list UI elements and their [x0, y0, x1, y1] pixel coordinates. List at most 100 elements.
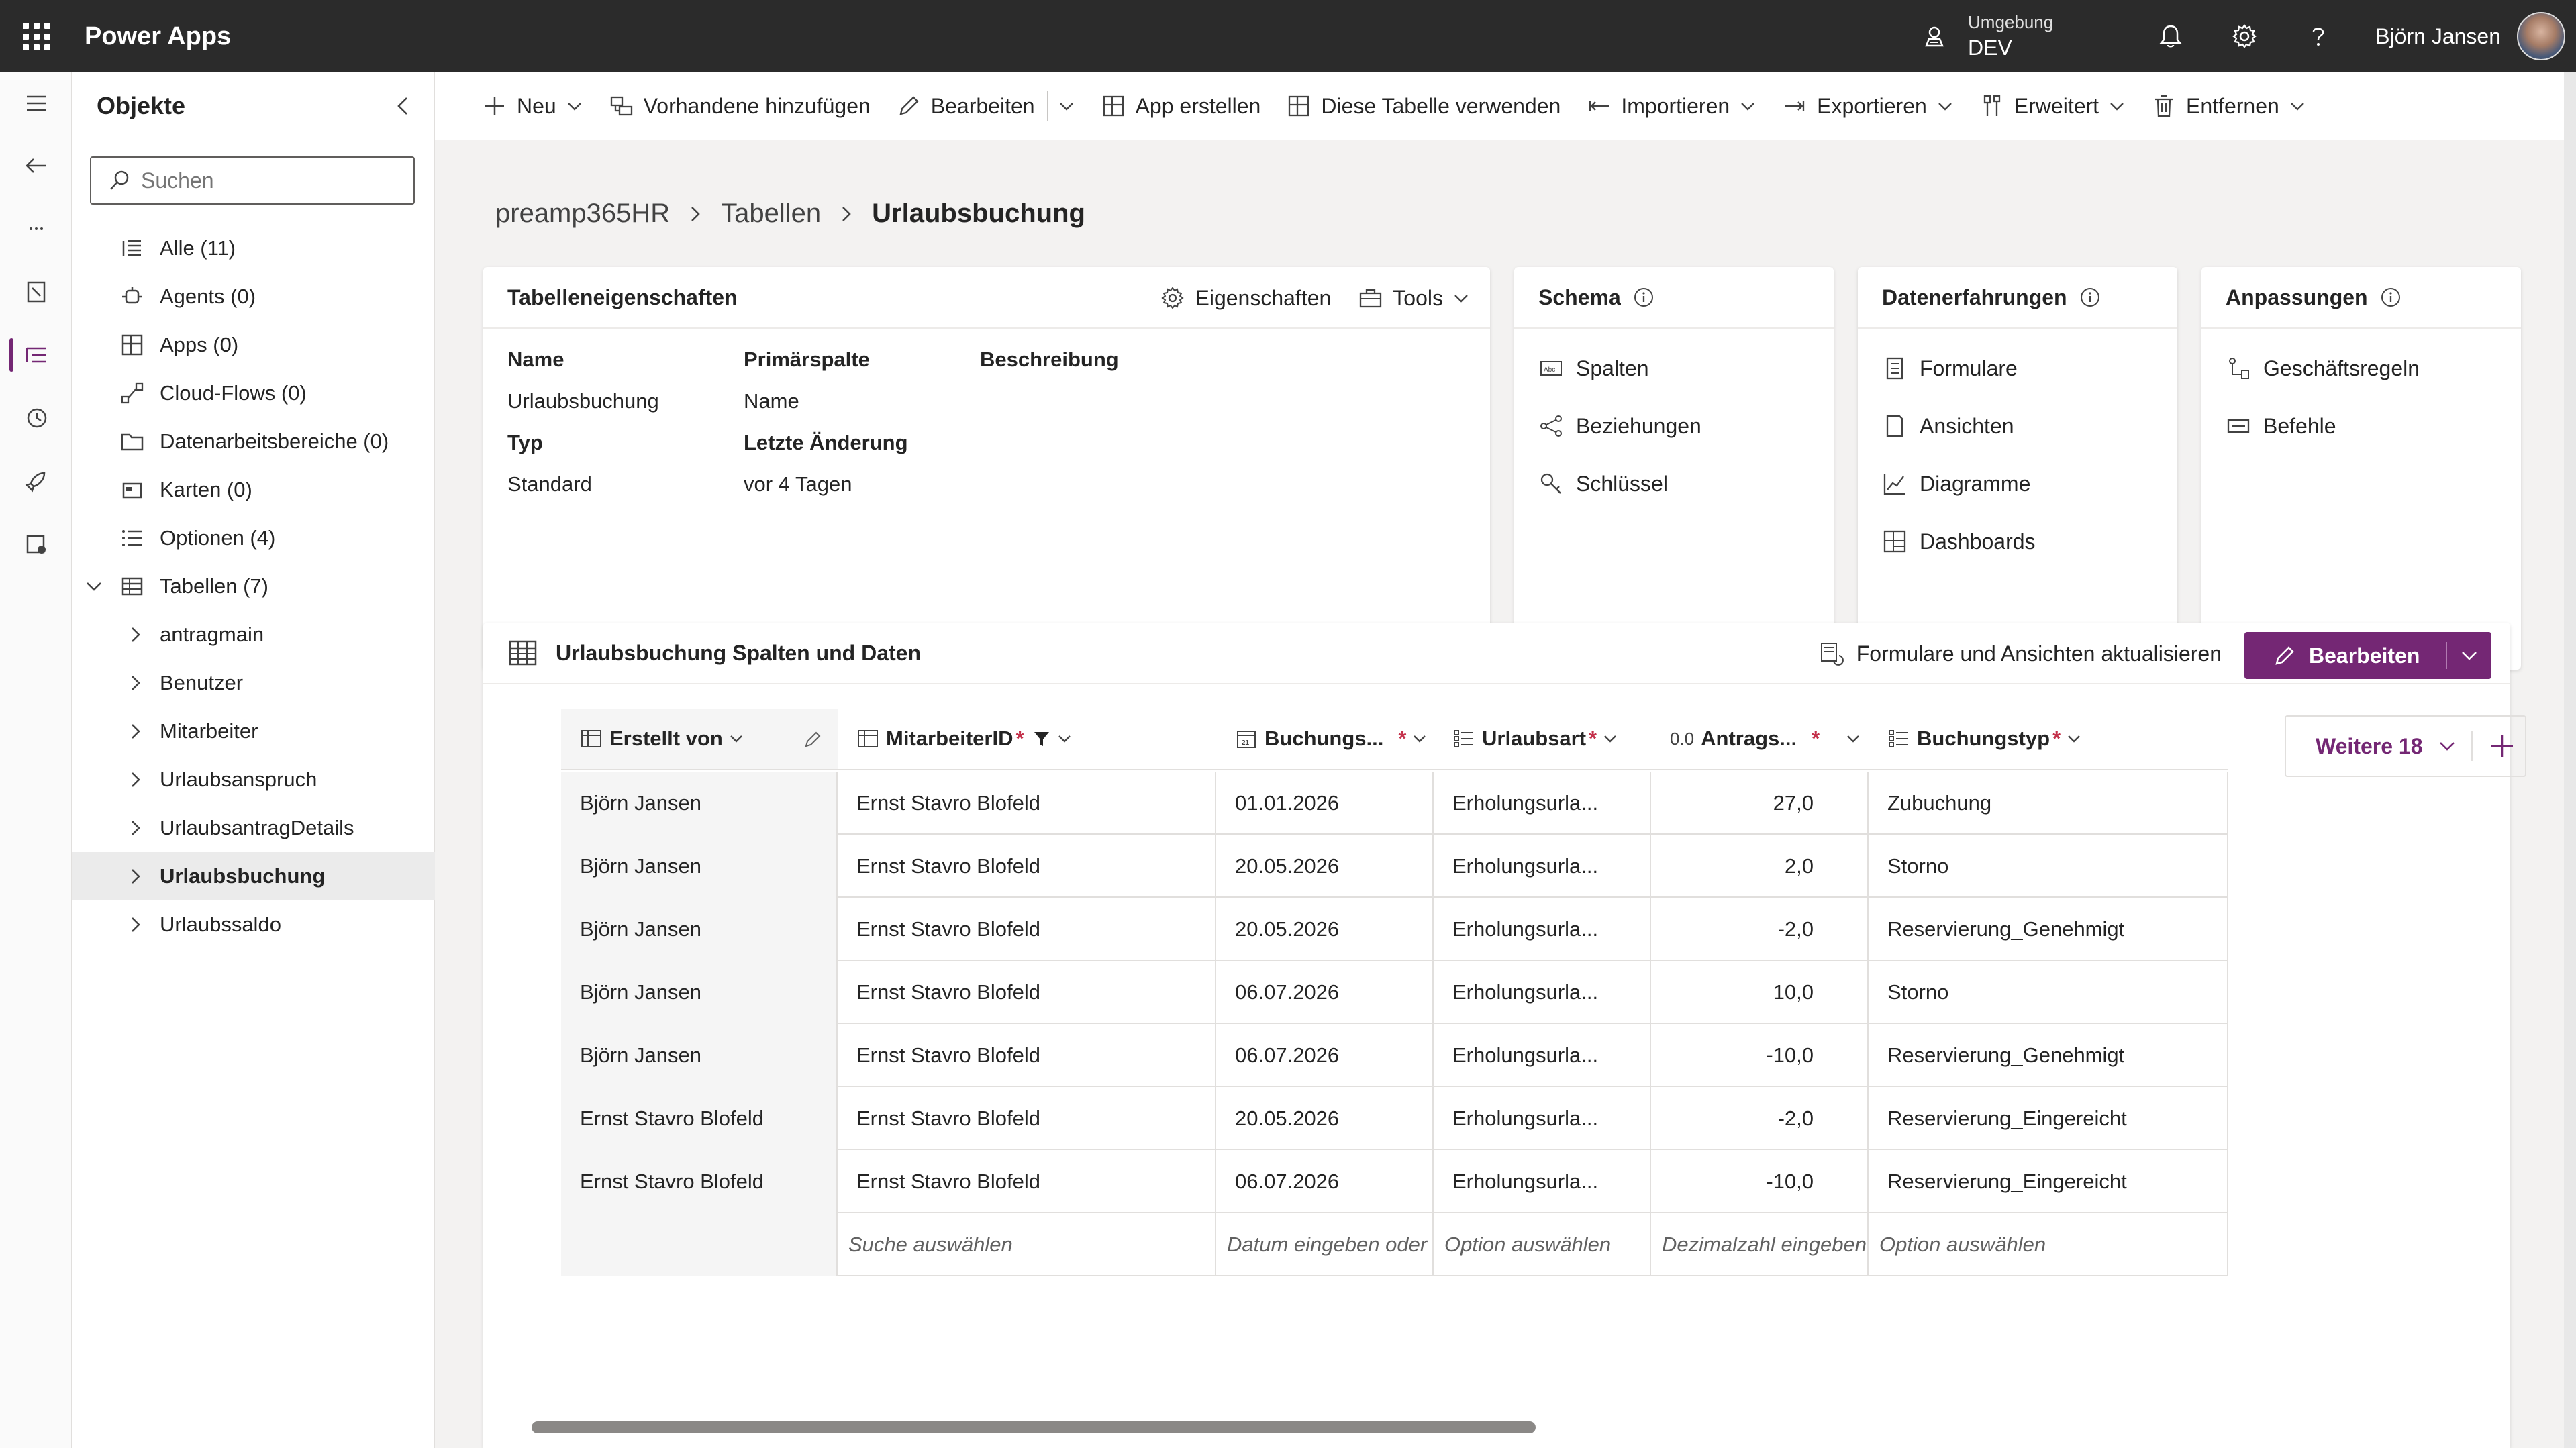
notifications-button[interactable]: [2134, 0, 2208, 72]
refresh-forms-views-button[interactable]: Formulare und Ansichten aktualisieren: [1819, 623, 2222, 684]
cell-booking-type[interactable]: Reservierung_Genehmigt: [1869, 1024, 2228, 1087]
table-item-mitarbeiter[interactable]: Mitarbeiter: [72, 707, 435, 756]
tools-button[interactable]: Tools: [1358, 285, 1470, 311]
edit-dropdown-button[interactable]: [1058, 72, 1075, 140]
breadcrumb-tables[interactable]: Tabellen: [721, 199, 822, 228]
new-row-input[interactable]: Option auswählen: [1434, 1213, 1651, 1276]
remove-button[interactable]: Entfernen: [2151, 72, 2306, 140]
column-header-employee-id[interactable]: MitarbeiterID *: [838, 709, 1216, 770]
rail-item-deploy[interactable]: [0, 450, 72, 513]
rail-item-dataverse[interactable]: [0, 260, 72, 323]
cell-created-by[interactable]: Björn Jansen: [561, 1024, 838, 1087]
new-record-row[interactable]: Suche auswählen Datum eingeben oder Option…: [561, 1213, 2228, 1276]
cell-booking-date[interactable]: 01.01.2026: [1216, 772, 1434, 835]
table-row[interactable]: Björn Jansen Ernst Stavro Blofeld 06.07.20…: [561, 961, 2228, 1024]
cell-leave-type[interactable]: Erholungsurla...: [1434, 1024, 1651, 1087]
chevron-right-icon[interactable]: [126, 915, 145, 934]
object-item-agents[interactable]: Agents (0): [72, 272, 435, 321]
cell-request-amount[interactable]: 2,0: [1651, 835, 1869, 898]
more-columns-button[interactable]: Weitere 18: [2285, 715, 2526, 777]
new-row-input[interactable]: Option auswählen: [1869, 1213, 2228, 1276]
keys-link[interactable]: Schlüssel: [1514, 455, 1834, 513]
edit-command-button[interactable]: Bearbeiten: [896, 72, 1035, 140]
charts-link[interactable]: Diagramme: [1858, 455, 2177, 513]
filter-icon[interactable]: [1032, 729, 1051, 748]
chevron-right-icon[interactable]: [126, 674, 145, 692]
column-header-request-amount[interactable]: 0.0 Antrags... *: [1651, 709, 1869, 770]
cell-employee[interactable]: Ernst Stavro Blofeld: [838, 1087, 1216, 1150]
business-rules-link[interactable]: Geschäftsregeln: [2201, 340, 2521, 397]
cell-request-amount[interactable]: -2,0: [1651, 898, 1869, 961]
object-item-cards[interactable]: Karten (0): [72, 466, 435, 514]
chevron-right-icon[interactable]: [126, 819, 145, 837]
table-item-antragmain[interactable]: antragmain: [72, 611, 435, 659]
import-button[interactable]: Importieren: [1586, 72, 1756, 140]
edit-column-icon[interactable]: [803, 729, 823, 749]
search-input[interactable]: [141, 168, 396, 193]
chevron-down-icon[interactable]: [85, 577, 103, 596]
forms-link[interactable]: Formulare: [1858, 340, 2177, 397]
table-row[interactable]: Björn Jansen Ernst Stavro Blofeld 01.01.20…: [561, 772, 2228, 835]
cell-leave-type[interactable]: Erholungsurla...: [1434, 898, 1651, 961]
column-header-booking-type[interactable]: Buchungstyp *: [1869, 709, 2228, 770]
avatar[interactable]: [2517, 12, 2565, 60]
cell-request-amount[interactable]: -2,0: [1651, 1087, 1869, 1150]
add-existing-button[interactable]: Vorhandene hinzufügen: [609, 72, 871, 140]
edit-dropdown-toggle[interactable]: [2447, 632, 2491, 679]
rail-item-objects[interactable]: [0, 323, 72, 386]
relationships-link[interactable]: Beziehungen: [1514, 397, 1834, 455]
help-button[interactable]: [2281, 0, 2355, 72]
cell-booking-date[interactable]: 06.07.2026: [1216, 1150, 1434, 1213]
object-item-all[interactable]: Alle (11): [72, 224, 435, 272]
chevron-right-icon[interactable]: [126, 770, 145, 789]
environment-picker[interactable]: Umgebung DEV: [1921, 12, 2053, 60]
views-link[interactable]: Ansichten: [1858, 397, 2177, 455]
rail-item-history[interactable]: [0, 386, 72, 450]
cell-booking-type[interactable]: Zubuchung: [1869, 772, 2228, 835]
cell-created-by[interactable]: Björn Jansen: [561, 772, 838, 835]
new-row-input[interactable]: Suche auswählen: [838, 1213, 1216, 1276]
rail-item-solution-checker[interactable]: [0, 513, 72, 576]
info-icon[interactable]: [2380, 287, 2401, 308]
chevron-right-icon[interactable]: [126, 722, 145, 741]
cell-booking-type[interactable]: Storno: [1869, 835, 2228, 898]
export-button[interactable]: Exportieren: [1782, 72, 1954, 140]
cell-request-amount[interactable]: 27,0: [1651, 772, 1869, 835]
vertical-scrollbar[interactable]: [2564, 72, 2576, 1448]
table-row[interactable]: Björn Jansen Ernst Stavro Blofeld 20.05.20…: [561, 898, 2228, 961]
cell-leave-type[interactable]: Erholungsurla...: [1434, 1150, 1651, 1213]
column-header-created-by[interactable]: Erstellt von: [561, 709, 838, 770]
info-icon[interactable]: [1633, 287, 1654, 308]
object-item-cloud-flows[interactable]: Cloud-Flows (0): [72, 369, 435, 417]
cell-booking-type[interactable]: Storno: [1869, 961, 2228, 1024]
user-name[interactable]: Björn Jansen: [2375, 23, 2501, 48]
new-row-input[interactable]: Dezimalzahl eingeben: [1651, 1213, 1869, 1276]
chevron-right-icon[interactable]: [126, 625, 145, 644]
cell-created-by[interactable]: Björn Jansen: [561, 835, 838, 898]
column-header-leave-type[interactable]: Urlaubsart *: [1434, 709, 1651, 770]
properties-button[interactable]: Eigenschaften: [1160, 285, 1331, 311]
table-item-benutzer[interactable]: Benutzer: [72, 659, 435, 707]
columns-link[interactable]: Abc Spalten: [1514, 340, 1834, 397]
column-header-booking-date[interactable]: 21 Buchungs... *: [1216, 709, 1434, 770]
cell-created-by[interactable]: Björn Jansen: [561, 898, 838, 961]
cell-created-by[interactable]: Ernst Stavro Blofeld: [561, 1150, 838, 1213]
cell-booking-date[interactable]: 20.05.2026: [1216, 898, 1434, 961]
info-icon[interactable]: [2079, 287, 2101, 308]
objects-search[interactable]: [90, 156, 415, 205]
cell-created-by[interactable]: Ernst Stavro Blofeld: [561, 1087, 838, 1150]
object-item-options[interactable]: Optionen (4): [72, 514, 435, 562]
new-button[interactable]: Neu: [482, 72, 583, 140]
cell-employee[interactable]: Ernst Stavro Blofeld: [838, 772, 1216, 835]
dashboards-link[interactable]: Dashboards: [1858, 513, 2177, 570]
settings-button[interactable]: [2208, 0, 2281, 72]
cell-request-amount[interactable]: -10,0: [1651, 1150, 1869, 1213]
cell-created-by[interactable]: Björn Jansen: [561, 961, 838, 1024]
use-table-button[interactable]: Diese Tabelle verwenden: [1286, 72, 1561, 140]
hamburger-menu-button[interactable]: [0, 72, 72, 134]
cell-leave-type[interactable]: Erholungsurla...: [1434, 835, 1651, 898]
cell-leave-type[interactable]: Erholungsurla...: [1434, 1087, 1651, 1150]
cell-request-amount[interactable]: 10,0: [1651, 961, 1869, 1024]
cell-employee[interactable]: Ernst Stavro Blofeld: [838, 1024, 1216, 1087]
edit-table-button[interactable]: Bearbeiten: [2244, 632, 2491, 679]
